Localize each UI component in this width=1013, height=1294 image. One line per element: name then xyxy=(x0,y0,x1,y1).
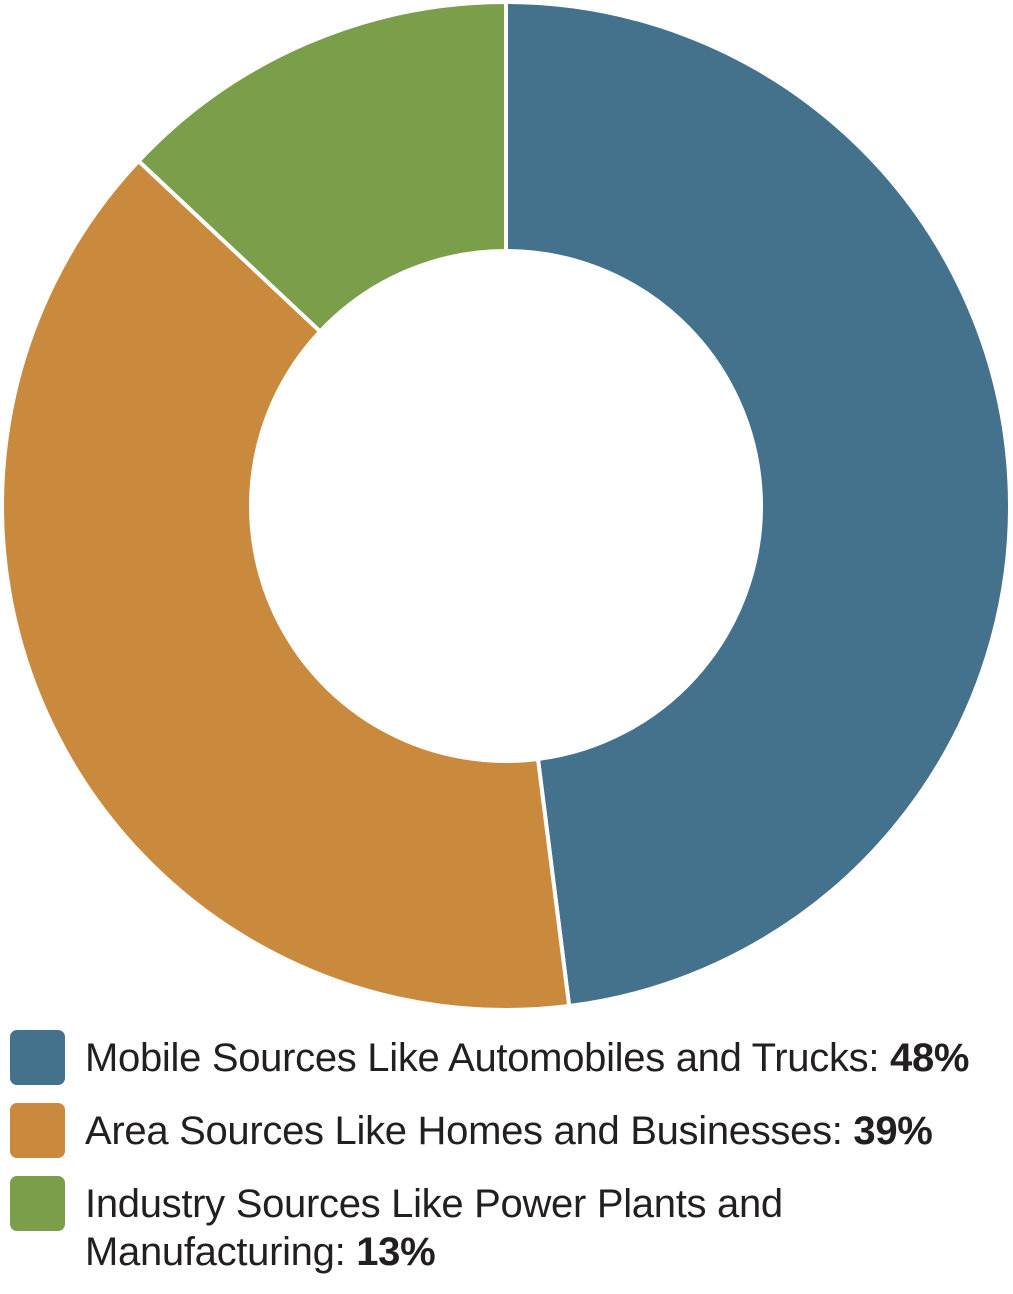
donut-slice-industry-sources xyxy=(136,0,508,334)
legend-text-area-sources: Area Sources Like Homes and Businesses: … xyxy=(85,1103,933,1155)
legend-value-area-sources: 39% xyxy=(853,1109,933,1153)
legend-label-industry-sources: Industry Sources Like Power Plants and M… xyxy=(85,1182,783,1274)
legend-text-industry-sources: Industry Sources Like Power Plants and M… xyxy=(85,1176,845,1276)
legend-value-industry-sources: 13% xyxy=(356,1230,436,1274)
legend-item-mobile-sources: Mobile Sources Like Automobiles and Truc… xyxy=(10,1030,1010,1085)
legend-label-mobile-sources: Mobile Sources Like Automobiles and Truc… xyxy=(85,1036,880,1080)
legend-text-mobile-sources: Mobile Sources Like Automobiles and Truc… xyxy=(85,1030,969,1082)
donut-chart xyxy=(0,0,1013,1012)
donut-slice-mobile-sources xyxy=(504,0,1013,1009)
legend-swatch-industry-sources xyxy=(10,1176,65,1231)
legend-swatch-mobile-sources xyxy=(10,1030,65,1085)
donut-slice-area-sources xyxy=(0,158,572,1012)
legend-value-mobile-sources: 48% xyxy=(890,1036,970,1080)
legend-item-area-sources: Area Sources Like Homes and Businesses: … xyxy=(10,1103,1010,1158)
legend-label-area-sources: Area Sources Like Homes and Businesses: xyxy=(85,1109,843,1153)
legend-item-industry-sources: Industry Sources Like Power Plants and M… xyxy=(10,1176,1010,1276)
legend: Mobile Sources Like Automobiles and Truc… xyxy=(10,1030,1010,1294)
legend-swatch-area-sources xyxy=(10,1103,65,1158)
